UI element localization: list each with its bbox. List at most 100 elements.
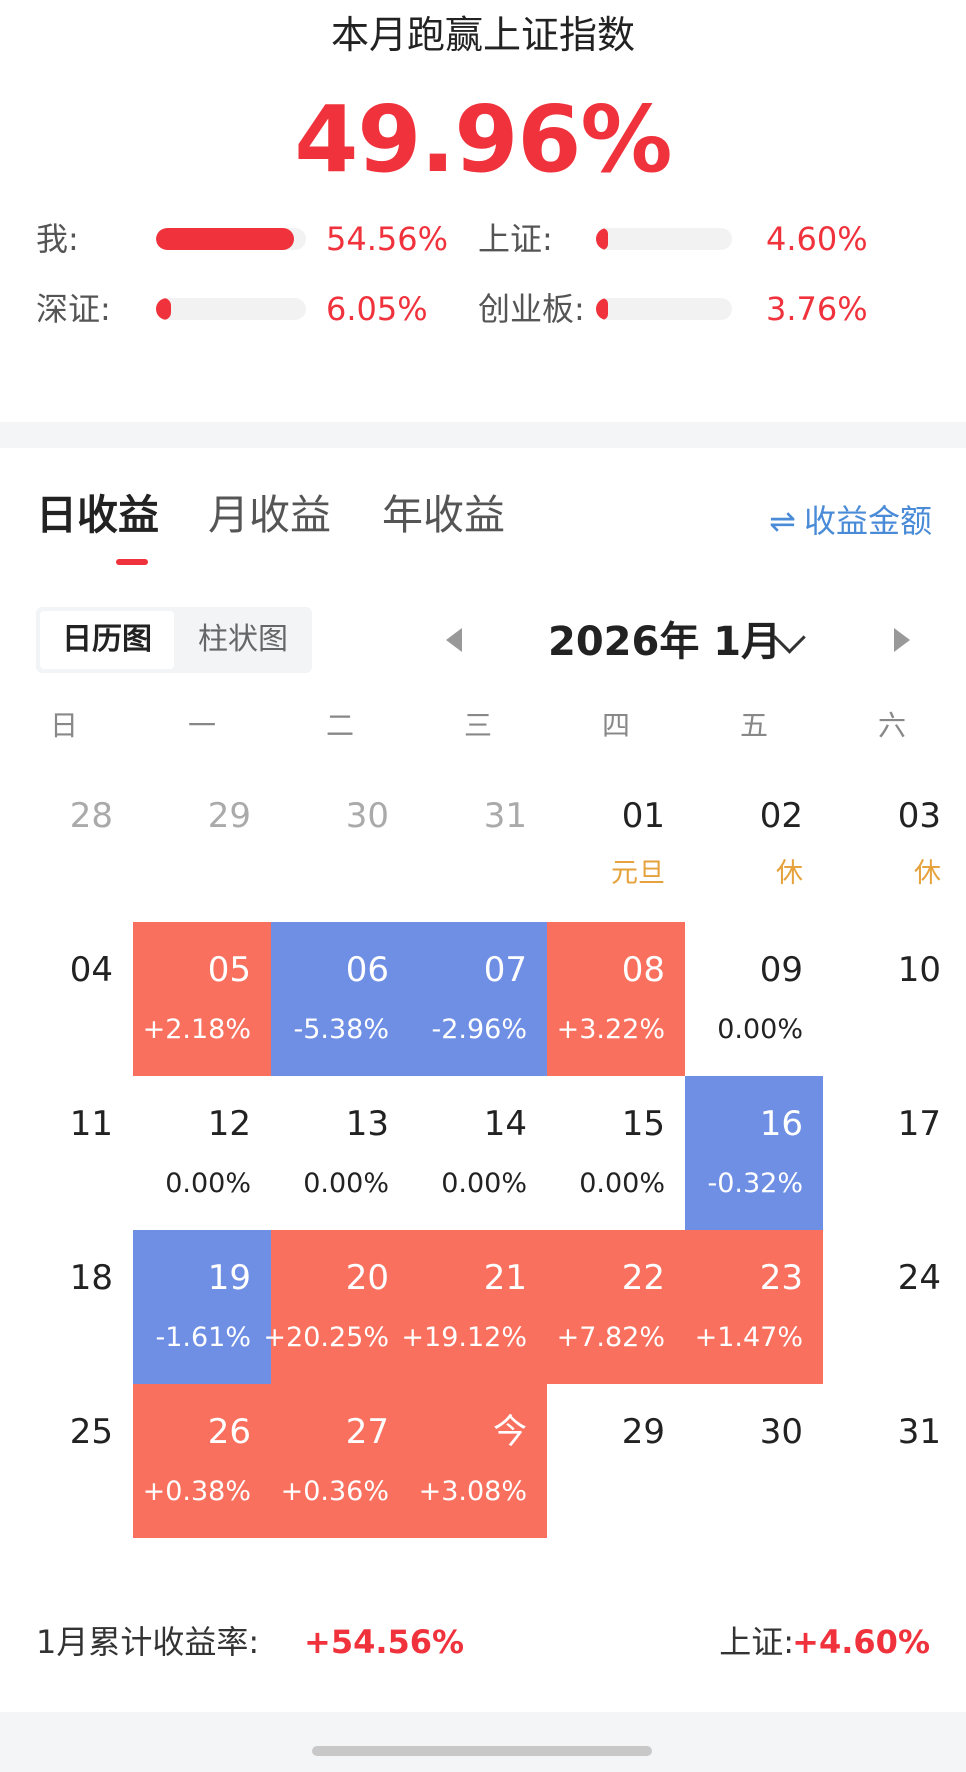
amount-toggle-button[interactable]: ⇌ 收益金额: [769, 496, 932, 542]
calendar-day-cell[interactable]: 09 0.00%: [685, 922, 823, 1076]
day-return: +0.36%: [280, 1476, 389, 1507]
calendar-day-cell[interactable]: 21 +19.12%: [401, 1230, 547, 1384]
day-number: 04: [69, 950, 113, 990]
day-number: 06: [345, 950, 389, 990]
compare-row-shenzhen: 深证: 6.05%: [36, 286, 436, 332]
amount-toggle-label: 收益金额: [803, 502, 932, 540]
compare-value: 4.60%: [766, 220, 868, 258]
compare-row-shanghai: 上证: 4.60%: [478, 216, 928, 262]
calendar-day-cell[interactable]: 23 +1.47%: [685, 1230, 823, 1384]
weekday-label: 三: [463, 709, 492, 742]
calendar-day-cell[interactable]: 14 0.00%: [409, 1076, 547, 1230]
weekday-label: 日: [49, 709, 78, 742]
calendar-day-cell[interactable]: 24: [823, 1230, 961, 1384]
day-number: 31: [897, 1412, 941, 1452]
calendar-day-cell[interactable]: 31: [823, 1384, 961, 1538]
day-number: 26: [207, 1412, 251, 1452]
day-return: +3.22%: [556, 1014, 665, 1045]
compare-value: 3.76%: [766, 290, 868, 328]
day-return: +7.82%: [556, 1322, 665, 1353]
compare-row-me: 我: 54.56%: [36, 216, 448, 262]
calendar-day-cell[interactable]: 17: [823, 1076, 961, 1230]
calendar-day-cell[interactable]: 29: [547, 1384, 685, 1538]
compare-bar-track: [156, 298, 306, 320]
day-return: -1.61%: [155, 1322, 251, 1353]
home-indicator[interactable]: [312, 1746, 652, 1756]
summary-value: +54.56%: [304, 1623, 465, 1661]
view-switch: 日历图 柱状图: [36, 607, 312, 673]
calendar-day-cell[interactable]: 25: [0, 1384, 133, 1538]
day-number: 今: [493, 1412, 527, 1452]
day-number: 21: [483, 1258, 527, 1298]
outperform-value: 49.96%: [294, 86, 672, 193]
calendar-day-cell[interactable]: 19 -1.61%: [133, 1230, 271, 1384]
day-return: +19.12%: [401, 1322, 527, 1353]
calendar-day-cell[interactable]: 10: [823, 922, 961, 1076]
month-title[interactable]: 2026年 1月: [548, 619, 782, 665]
day-number: 23: [759, 1258, 803, 1298]
day-return: 0.00%: [303, 1168, 389, 1199]
tab-daily[interactable]: 日收益: [36, 491, 159, 539]
calendar-view-button[interactable]: 日历图: [40, 611, 174, 669]
comparison-panel: 本月跑赢上证指数 49.96% 我: 54.56% 上证: 4.60% 深证: …: [0, 0, 966, 420]
day-return: 0.00%: [441, 1168, 527, 1199]
summary-index-value: +4.60%: [792, 1623, 930, 1661]
calendar-day-cell[interactable]: 18: [0, 1230, 133, 1384]
day-number: 30: [345, 796, 389, 836]
calendar-day-cell[interactable]: 01 元旦: [547, 768, 685, 922]
next-month-icon[interactable]: [894, 628, 910, 652]
calendar-day-cell[interactable]: 13 0.00%: [271, 1076, 409, 1230]
calendar-day-cell[interactable]: 31: [409, 768, 547, 922]
calendar-day-cell[interactable]: 今 +3.08%: [409, 1384, 547, 1538]
tab-monthly[interactable]: 月收益: [208, 491, 331, 539]
calendar-day-cell[interactable]: 11: [0, 1076, 133, 1230]
day-number: 30: [759, 1412, 803, 1452]
compare-value: 54.56%: [326, 220, 449, 258]
calendar-day-cell[interactable]: 12 0.00%: [133, 1076, 271, 1230]
day-number: 08: [621, 950, 665, 990]
day-return: +3.08%: [418, 1476, 527, 1507]
calendar-day-cell[interactable]: 16 -0.32%: [685, 1076, 823, 1230]
day-number: 31: [483, 796, 527, 836]
day-number: 20: [345, 1258, 389, 1298]
swap-icon: ⇌: [769, 502, 796, 540]
calendar-day-cell[interactable]: 22 +7.82%: [547, 1230, 685, 1384]
compare-bar-fill: [596, 228, 608, 250]
calendar-day-cell[interactable]: 05 +2.18%: [133, 922, 271, 1076]
calendar-day-cell[interactable]: 03 休: [823, 768, 961, 922]
calendar-day-cell[interactable]: 28: [0, 768, 133, 922]
day-number: 10: [897, 950, 941, 990]
day-number: 07: [483, 950, 527, 990]
summary-label: 1月累计收益率:: [36, 1623, 260, 1661]
calendar-day-cell[interactable]: 27 +0.36%: [271, 1384, 409, 1538]
calendar-day-cell[interactable]: 30: [271, 768, 409, 922]
day-return: 0.00%: [165, 1168, 251, 1199]
tab-yearly[interactable]: 年收益: [382, 491, 505, 539]
prev-month-icon[interactable]: [446, 628, 462, 652]
calendar-day-cell[interactable]: 20 +20.25%: [263, 1230, 409, 1384]
calendar-day-cell[interactable]: 26 +0.38%: [133, 1384, 271, 1538]
month-summary: 1月累计收益率: +54.56% 上证: +4.60%: [36, 1614, 930, 1670]
day-return: -5.38%: [293, 1014, 389, 1045]
calendar-day-cell[interactable]: 04: [0, 922, 133, 1076]
calendar-day-cell[interactable]: 06 -5.38%: [271, 922, 409, 1076]
calendar-day-cell[interactable]: 08 +3.22%: [547, 922, 685, 1076]
holiday-note: 元旦: [611, 858, 665, 889]
calendar-day-cell[interactable]: 15 0.00%: [547, 1076, 685, 1230]
weekday-label: 六: [877, 709, 906, 742]
calendar-day-cell[interactable]: 02 休: [685, 768, 823, 922]
day-number: 09: [759, 950, 803, 990]
day-number: 14: [483, 1104, 527, 1144]
day-return: +20.25%: [263, 1322, 389, 1353]
bar-view-button[interactable]: 柱状图: [198, 622, 288, 657]
day-number: 03: [897, 796, 941, 836]
day-number: 22: [621, 1258, 665, 1298]
compare-bar-fill: [156, 298, 171, 320]
compare-bar-fill: [156, 228, 294, 250]
holiday-note: 休: [776, 858, 803, 889]
weekday-header: 日一二三四五六: [0, 706, 966, 746]
calendar-day-cell[interactable]: 30: [685, 1384, 823, 1538]
day-return: +0.38%: [142, 1476, 251, 1507]
calendar-day-cell[interactable]: 07 -2.96%: [409, 922, 547, 1076]
calendar-day-cell[interactable]: 29: [133, 768, 271, 922]
